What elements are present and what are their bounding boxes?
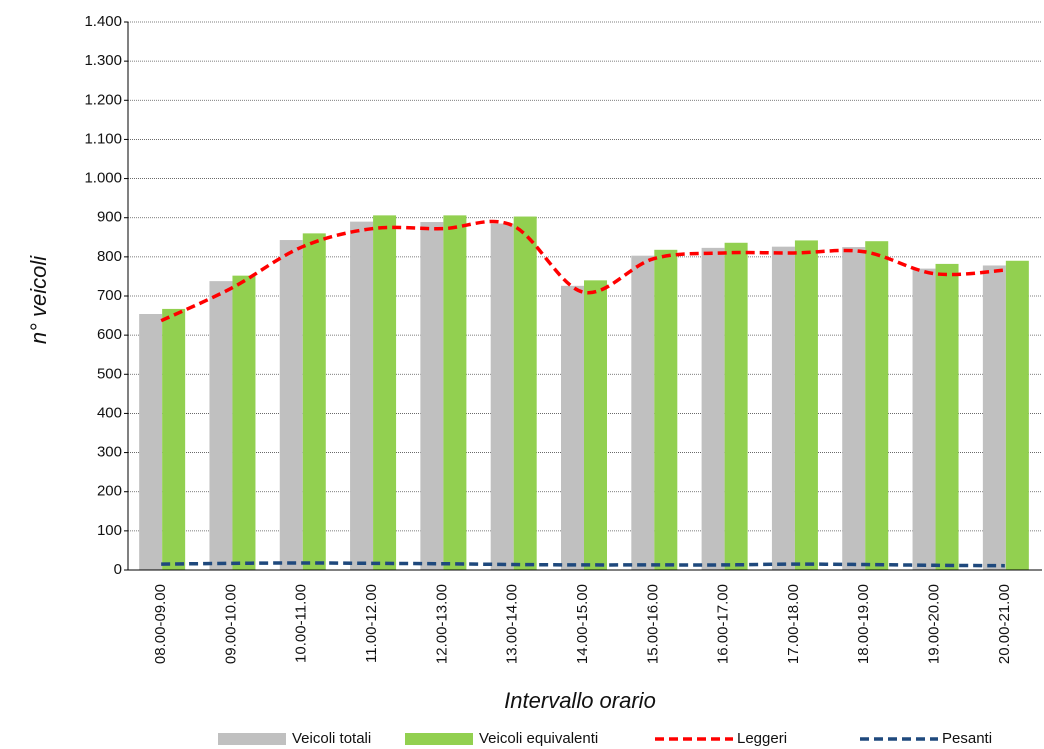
bar bbox=[350, 221, 374, 570]
x-tick-label: 18.00-19.00 bbox=[855, 584, 872, 664]
bar bbox=[842, 247, 866, 571]
y-tick-label: 0 bbox=[114, 561, 122, 578]
legend-label: Veicoli equivalenti bbox=[479, 730, 598, 747]
legend-label: Leggeri bbox=[737, 730, 787, 747]
y-axis-label: n° veicoli bbox=[26, 255, 51, 344]
x-tick-label: 13.00-14.00 bbox=[504, 584, 521, 664]
y-tick-label: 800 bbox=[97, 248, 122, 265]
bar bbox=[982, 265, 1006, 570]
bar bbox=[584, 280, 607, 570]
bar bbox=[373, 215, 397, 570]
bar bbox=[490, 223, 514, 571]
x-tick-label: 20.00-21.00 bbox=[996, 584, 1013, 664]
x-tick-label: 14.00-15.00 bbox=[574, 584, 591, 664]
bar bbox=[420, 222, 444, 570]
x-tick-label: 11.00-12.00 bbox=[363, 584, 380, 663]
bar bbox=[1005, 260, 1029, 570]
bar bbox=[561, 285, 584, 570]
y-tick-label: 900 bbox=[97, 209, 122, 226]
y-tick-label: 1.200 bbox=[84, 91, 122, 108]
bar bbox=[302, 233, 326, 570]
y-tick-label: 1.100 bbox=[84, 130, 122, 147]
y-tick-label: 1.300 bbox=[84, 52, 122, 69]
bar bbox=[279, 240, 303, 571]
y-tick-label: 400 bbox=[97, 404, 122, 421]
line bbox=[161, 561, 1005, 568]
bar bbox=[232, 275, 256, 570]
legend-label: Pesanti bbox=[942, 730, 992, 747]
y-tick-label: 300 bbox=[97, 444, 122, 461]
bar bbox=[794, 240, 818, 570]
bar bbox=[209, 281, 233, 570]
bar bbox=[443, 215, 467, 570]
legend-swatch bbox=[218, 733, 286, 745]
x-tick-label: 16.00-17.00 bbox=[715, 584, 732, 664]
y-tick-label: 100 bbox=[97, 522, 122, 539]
y-tick-label: 1.400 bbox=[84, 13, 122, 30]
bar bbox=[162, 308, 186, 570]
y-tick-label: 200 bbox=[97, 483, 122, 500]
x-axis-label: Intervallo orario bbox=[504, 688, 656, 713]
bar bbox=[513, 216, 537, 571]
y-tick-label: 500 bbox=[97, 365, 122, 382]
x-tick-label: 19.00-20.00 bbox=[926, 584, 943, 664]
bar bbox=[771, 246, 795, 570]
bar bbox=[701, 247, 725, 570]
x-tick-label: 10.00-11.00 bbox=[293, 584, 310, 663]
x-tick-label: 15.00-16.00 bbox=[644, 584, 661, 664]
x-tick-label: 17.00-18.00 bbox=[785, 584, 802, 664]
legend-swatch bbox=[405, 733, 473, 745]
bar bbox=[865, 241, 889, 570]
x-tick-label: 08.00-09.00 bbox=[152, 584, 169, 664]
line bbox=[160, 219, 1005, 323]
x-tick-label: 09.00-10.00 bbox=[222, 584, 239, 664]
legend-label: Veicoli totali bbox=[292, 730, 371, 747]
x-tick-label: 12.00-13.00 bbox=[433, 584, 450, 664]
bar bbox=[139, 314, 163, 570]
bar bbox=[724, 242, 748, 570]
bar bbox=[654, 249, 678, 570]
y-tick-label: 1.000 bbox=[84, 170, 122, 187]
bar bbox=[631, 255, 655, 570]
bar bbox=[935, 263, 959, 570]
bar bbox=[912, 268, 936, 570]
y-tick-label: 600 bbox=[97, 326, 122, 343]
y-tick-label: 700 bbox=[97, 287, 122, 304]
